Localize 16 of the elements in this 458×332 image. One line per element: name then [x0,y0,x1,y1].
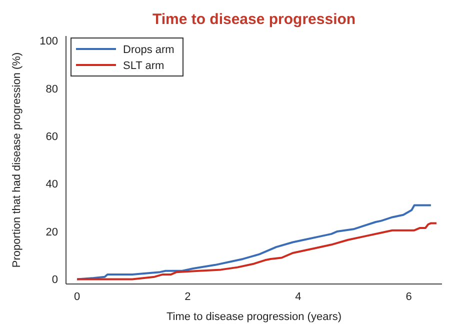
y-tick-label: 80 [46,83,58,96]
x-axis-title: Time to disease progression (years) [166,311,342,323]
y-tick-label: 0 [52,274,58,286]
y-tick-label: 60 [46,131,58,144]
y-tick-label: 40 [46,178,58,191]
x-tick-label: 2 [184,291,191,303]
y-axis-title: Proportion that had disease progression (%) [11,52,23,268]
y-tick-label: 20 [46,226,58,238]
legend-label: SLT arm [123,60,164,72]
x-tick-label: 6 [406,291,412,303]
x-tick-label: 4 [295,291,302,303]
y-tick-label: 100 [40,36,58,48]
legend-label: Drops arm [123,44,174,56]
line-series [76,222,438,280]
chart-title: Time to disease progression [152,11,356,28]
x-tick-label: 0 [74,291,80,303]
